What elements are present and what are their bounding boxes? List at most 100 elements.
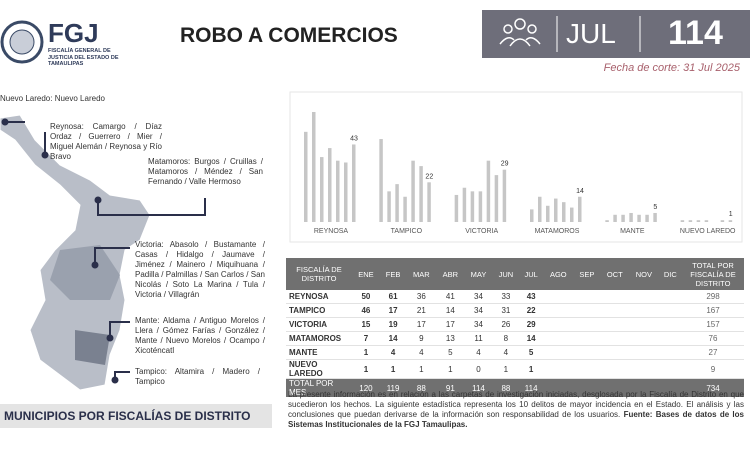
bar [653, 212, 657, 222]
cell: 13 [436, 331, 465, 346]
cell [573, 317, 601, 332]
bar [605, 220, 609, 222]
month: JUL [566, 18, 616, 49]
bar [494, 175, 499, 222]
column-header: MAR [406, 258, 437, 290]
cell [658, 359, 682, 379]
cell: 43 [519, 290, 544, 304]
bar [562, 202, 566, 222]
bar [419, 166, 423, 222]
row-total: 9 [682, 359, 744, 379]
logo-subtitle: FISCALÍA GENERAL DE JUSTICIA DEL ESTADO … [48, 48, 119, 67]
bar [696, 220, 701, 222]
month-total [543, 378, 574, 397]
cell: 7 [352, 331, 380, 346]
bar [395, 184, 399, 222]
cell: 1 [379, 359, 407, 379]
caption-bar [0, 404, 272, 428]
cell [658, 290, 682, 304]
cell [600, 290, 630, 304]
table-row: VICTORIA 15 19 17 17 34 26 29 157 [286, 317, 744, 332]
cell: 29 [519, 317, 544, 332]
cell: 61 [379, 290, 407, 304]
column-header: OCT [600, 258, 630, 290]
cell [658, 303, 682, 318]
total-label: TOTAL POR MES [286, 378, 352, 397]
cell: 34 [464, 290, 493, 304]
cell [629, 331, 659, 346]
data-label: 14 [576, 188, 584, 195]
data-label: 1 [729, 211, 733, 218]
district-name: TAMPICO [286, 303, 352, 318]
bar [403, 196, 407, 222]
bar [304, 131, 308, 222]
district-name: MATAMOROS [286, 331, 352, 346]
cell: 34 [464, 303, 493, 318]
cell [629, 345, 659, 360]
cell [600, 345, 630, 360]
month-total [573, 378, 601, 397]
region-label: Tampico: Altamira / Madero / Tampico [135, 367, 260, 386]
data-label: 5 [653, 204, 657, 211]
cell: 46 [352, 303, 380, 318]
bar [728, 220, 733, 222]
cell [629, 290, 659, 304]
cell [658, 345, 682, 360]
bar [530, 209, 534, 222]
column-header: ABR [436, 258, 465, 290]
seal [0, 20, 44, 64]
month-total [658, 378, 682, 397]
column-header: DIC [658, 258, 682, 290]
row-total: 27 [682, 345, 744, 360]
region-label: Mante: Aldama / Antiguo Morelos / Llera … [135, 316, 265, 355]
month-total: 88 [406, 378, 437, 397]
cell [600, 317, 630, 332]
summary-box [482, 10, 750, 58]
month-total: 114 [519, 378, 544, 397]
cell: 14 [379, 331, 407, 346]
cell: 17 [406, 317, 437, 332]
bar [411, 160, 415, 222]
column-header: SEP [573, 258, 601, 290]
bar [645, 214, 649, 222]
bar [688, 220, 693, 222]
cell: 19 [379, 317, 407, 332]
cell: 4 [492, 345, 520, 360]
cell: 17 [379, 303, 407, 318]
cell: 11 [464, 331, 493, 346]
cell [573, 290, 601, 304]
bar [554, 198, 558, 222]
cell: 26 [492, 317, 520, 332]
region-label: Matamoros: Burgos / Cruillas / Matamoros… [148, 157, 263, 186]
region-label: Nuevo Laredo: Nuevo Laredo [0, 94, 105, 103]
bar [470, 191, 475, 222]
data-label: 22 [425, 173, 433, 180]
district-name: MANTE [286, 345, 352, 360]
title: ROBO A COMERCIOS [180, 24, 398, 47]
month-total: 91 [436, 378, 465, 397]
cell: 9 [406, 331, 437, 346]
chart-frame [289, 91, 743, 243]
table-row: NUEVO LAREDO 1 1 1 1 0 1 1 9 [286, 359, 744, 379]
cell [600, 359, 630, 379]
cell: 41 [436, 290, 465, 304]
cell [543, 359, 574, 379]
map-caption: MUNICIPIOS POR FISCALÍAS DE DISTRITO [4, 409, 251, 423]
bar [720, 220, 725, 222]
table-row: REYNOSA 50 61 36 41 34 33 43 298 [286, 290, 744, 304]
cell: 1 [352, 345, 380, 360]
cell: 5 [436, 345, 465, 360]
total-row: TOTAL POR MES 120 119 88 91 114 88 114 734 [286, 378, 744, 397]
row-total: 167 [682, 303, 744, 318]
month-total: 88 [492, 378, 520, 397]
row-total: 298 [682, 290, 744, 304]
data-table: FISCALÍA DE DISTRITO ENE FEB MAR ABR MAY JUN JU… [286, 258, 744, 397]
cell: 4 [464, 345, 493, 360]
x-tick-label: REYNOSA [314, 228, 349, 235]
column-header: FEB [379, 258, 407, 290]
cell: 8 [492, 331, 520, 346]
x-tick-label: VICTORIA [465, 228, 498, 235]
cell [629, 303, 659, 318]
bar [462, 187, 467, 222]
